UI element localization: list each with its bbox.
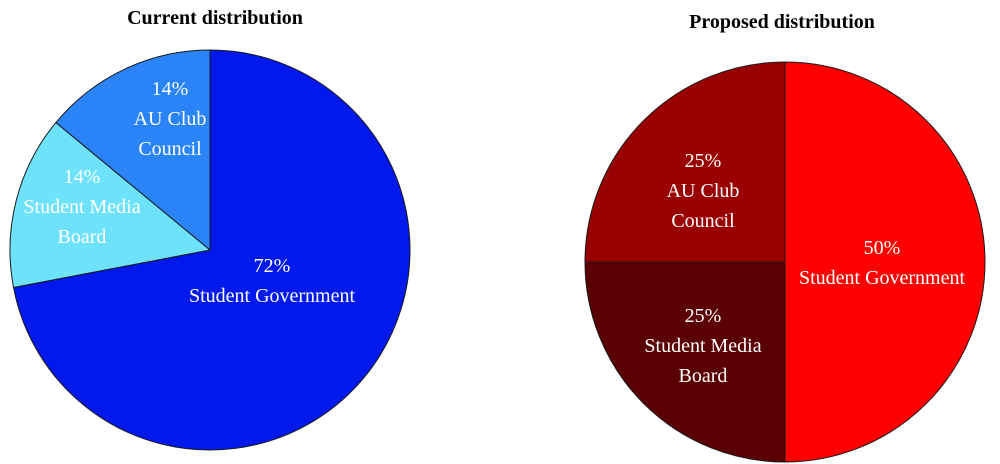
slice-label-line-current-2-0: 14% xyxy=(152,78,189,100)
chart-proposed: Proposed distribution 50% Student Governm… xyxy=(584,11,986,463)
pie-slice-current-2 xyxy=(55,49,211,252)
pie-slice-proposed-0 xyxy=(784,61,986,463)
slice-label-line-current-1-1: Student Media xyxy=(23,196,140,218)
slice-label-line-proposed-0-1: Student Government xyxy=(799,267,966,289)
slice-label-line-proposed-1-0: 25% xyxy=(685,305,722,327)
slice-label-line-current-1-2: Board xyxy=(58,226,107,248)
pie-current: 72% Student Government 14% Student Media Boa… xyxy=(9,49,411,451)
slice-label-line-current-2-1: AU Club xyxy=(134,108,207,130)
pie-slice-current-0 xyxy=(12,49,411,451)
slice-label-line-proposed-1-2: Board xyxy=(679,365,728,387)
slice-label-line-current-1-0: 14% xyxy=(64,166,101,188)
chart-title-proposed: Proposed distribution xyxy=(689,11,875,33)
slice-label-line-current-2-2: Council xyxy=(138,138,202,160)
chart-current: Current distribution 72% Student Governme… xyxy=(9,7,411,451)
slice-label-line-proposed-2-2: Council xyxy=(671,210,735,232)
slice-label-line-proposed-2-0: 25% xyxy=(685,150,722,172)
slice-label-proposed-0: 50% Student Government xyxy=(799,237,966,289)
slice-label-current-1: 14% Student Media Board xyxy=(23,166,140,248)
slice-label-line-current-0-1: Student Government xyxy=(189,285,356,307)
pie-slice-current-1 xyxy=(9,121,212,289)
slice-label-current-2: 14% AU Club Council xyxy=(134,78,207,160)
slice-label-proposed-1: 25% Student Media Board xyxy=(644,305,761,387)
slice-label-line-proposed-2-1: AU Club xyxy=(667,180,740,202)
pie-slice-proposed-2 xyxy=(584,61,786,263)
slice-label-line-proposed-1-1: Student Media xyxy=(644,335,761,357)
pie-slice-proposed-1 xyxy=(584,261,786,463)
slice-label-proposed-2: 25% AU Club Council xyxy=(667,150,740,232)
slice-label-line-proposed-0-0: 50% xyxy=(864,237,901,259)
pie-proposed: 50% Student Government 25% Student Media Boa… xyxy=(584,61,986,463)
chart-title-current: Current distribution xyxy=(127,7,303,29)
slice-label-line-current-0-0: 72% xyxy=(254,255,291,277)
slice-label-current-0: 72% Student Government xyxy=(189,255,356,307)
